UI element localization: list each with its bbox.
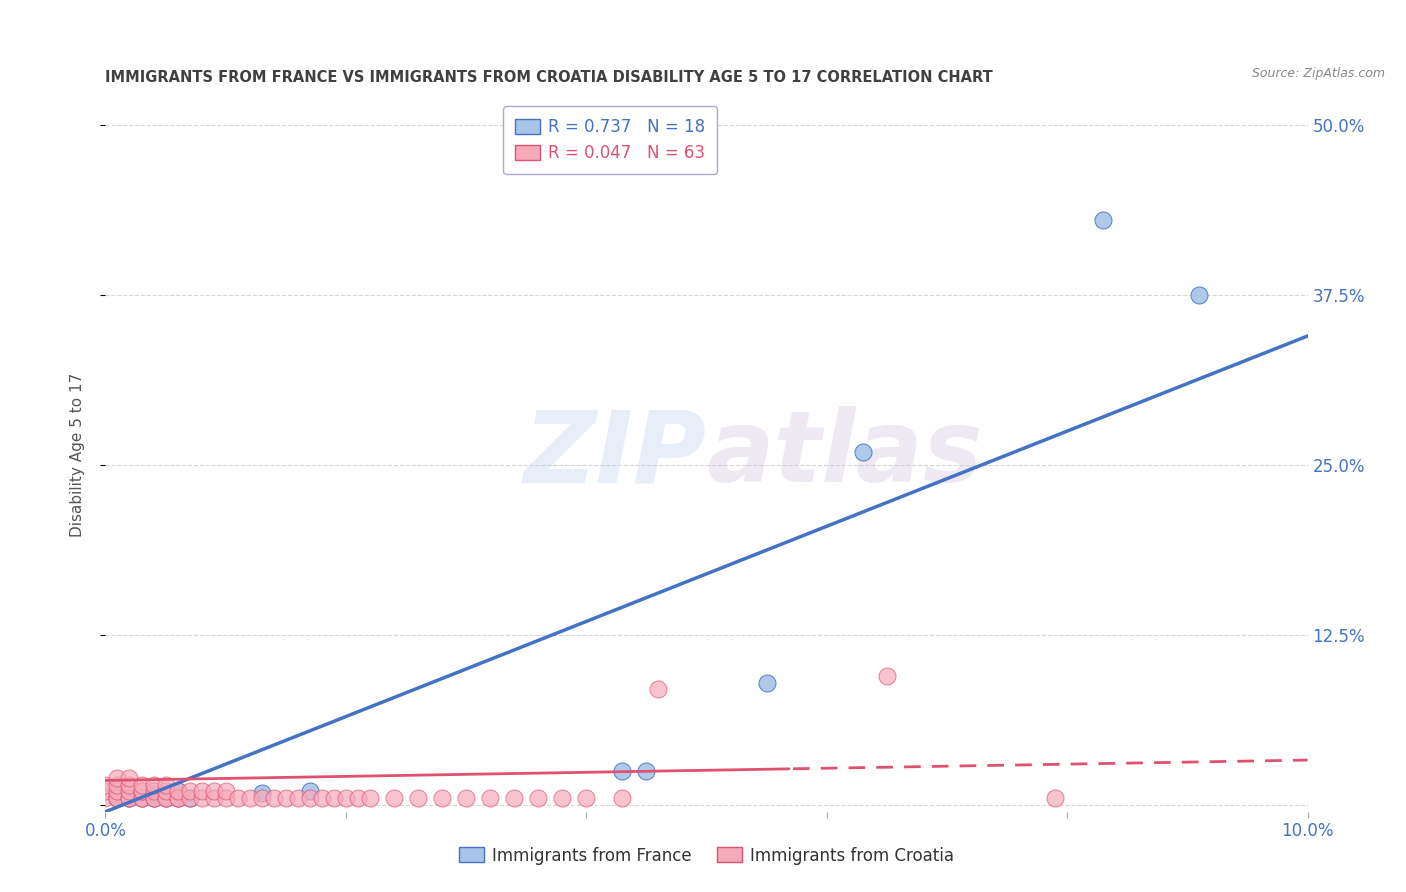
Point	[107, 778, 129, 792]
Point	[142, 791, 165, 805]
Point	[118, 791, 141, 805]
Y-axis label: Disability Age 5 to 17: Disability Age 5 to 17	[70, 373, 84, 537]
Point	[636, 764, 658, 778]
Point	[94, 778, 117, 792]
Point	[118, 771, 141, 785]
Point	[347, 791, 370, 805]
Point	[166, 791, 188, 805]
Point	[166, 791, 188, 805]
Point	[166, 791, 188, 805]
Point	[263, 791, 285, 805]
Point	[503, 791, 526, 805]
Point	[454, 791, 477, 805]
Point	[155, 791, 177, 805]
Point	[226, 791, 249, 805]
Point	[131, 784, 153, 798]
Point	[1188, 288, 1211, 302]
Point	[166, 784, 188, 798]
Point	[239, 791, 262, 805]
Point	[274, 791, 297, 805]
Point	[142, 791, 165, 805]
Point	[142, 787, 165, 801]
Point	[155, 791, 177, 805]
Point	[107, 791, 129, 805]
Point	[107, 787, 129, 801]
Point	[166, 784, 188, 798]
Point	[647, 682, 669, 697]
Point	[190, 784, 212, 798]
Point	[118, 791, 141, 805]
Point	[406, 791, 429, 805]
Point	[118, 791, 141, 805]
Point	[527, 791, 550, 805]
Point	[94, 784, 117, 798]
Point	[107, 771, 129, 785]
Point	[142, 791, 165, 805]
Point	[612, 791, 634, 805]
Point	[250, 786, 273, 800]
Point	[311, 791, 333, 805]
Point	[430, 791, 453, 805]
Point	[1043, 791, 1066, 805]
Point	[214, 791, 236, 805]
Point	[118, 778, 141, 792]
Point	[202, 791, 225, 805]
Point	[131, 791, 153, 805]
Point	[107, 791, 129, 805]
Point	[202, 784, 225, 798]
Point	[322, 791, 344, 805]
Point	[1092, 213, 1115, 227]
Point	[298, 791, 321, 805]
Point	[190, 791, 212, 805]
Point	[179, 791, 201, 805]
Point	[131, 784, 153, 798]
Point	[852, 444, 875, 458]
Point	[94, 791, 117, 805]
Point	[179, 791, 201, 805]
Point	[298, 784, 321, 798]
Point	[131, 778, 153, 792]
Point	[250, 791, 273, 805]
Point	[179, 784, 201, 798]
Point	[551, 791, 574, 805]
Point	[142, 778, 165, 792]
Point	[107, 791, 129, 805]
Point	[335, 791, 357, 805]
Text: Source: ZipAtlas.com: Source: ZipAtlas.com	[1251, 67, 1385, 80]
Point	[359, 791, 381, 805]
Point	[382, 791, 405, 805]
Point	[155, 784, 177, 798]
Point	[755, 675, 778, 690]
Point	[214, 784, 236, 798]
Point	[131, 791, 153, 805]
Point	[479, 791, 502, 805]
Point	[118, 784, 141, 798]
Point	[107, 784, 129, 798]
Point	[287, 791, 309, 805]
Text: ZIP: ZIP	[523, 407, 707, 503]
Point	[575, 791, 598, 805]
Point	[155, 778, 177, 792]
Text: IMMIGRANTS FROM FRANCE VS IMMIGRANTS FROM CROATIA DISABILITY AGE 5 TO 17 CORRELA: IMMIGRANTS FROM FRANCE VS IMMIGRANTS FRO…	[105, 70, 993, 85]
Point	[876, 669, 898, 683]
Point	[142, 784, 165, 798]
Point	[612, 764, 634, 778]
Point	[131, 791, 153, 805]
Point	[107, 791, 129, 805]
Text: atlas: atlas	[707, 407, 983, 503]
Legend: Immigrants from France, Immigrants from Croatia: Immigrants from France, Immigrants from …	[453, 840, 960, 871]
Point	[155, 791, 177, 805]
